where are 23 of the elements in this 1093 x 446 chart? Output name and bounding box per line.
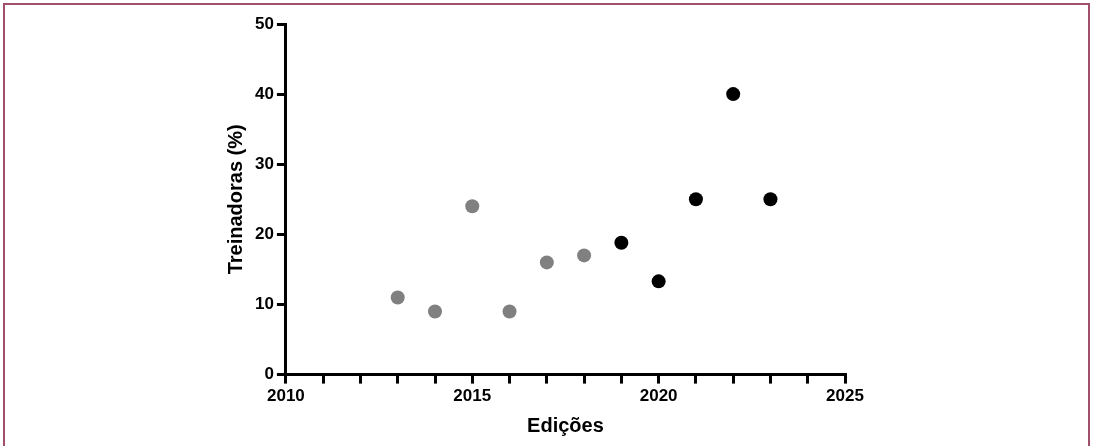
point [539, 255, 554, 270]
y-tick-label: 40 [254, 83, 274, 103]
point [502, 304, 517, 319]
point [688, 192, 703, 207]
y-tick-label: 0 [264, 364, 274, 384]
x-tick-label: 2010 [267, 386, 305, 406]
x-axis-title: Edições [527, 413, 604, 436]
x-tick-label: 2020 [639, 386, 678, 406]
x-tick-label: 2015 [453, 386, 492, 406]
point [465, 199, 480, 214]
point [726, 87, 741, 102]
point [651, 274, 666, 289]
point [763, 192, 778, 207]
point [428, 304, 442, 319]
y-axis-title: Treinadoras (%) [223, 124, 246, 275]
point [390, 290, 405, 305]
point [614, 235, 629, 250]
x-tick-label: 2025 [826, 386, 864, 406]
y-tick-label: 30 [254, 153, 274, 173]
y-tick-label: 20 [254, 224, 274, 244]
point [577, 248, 592, 263]
y-tick-label: 10 [254, 294, 274, 314]
y-tick-label: 50 [254, 13, 274, 33]
